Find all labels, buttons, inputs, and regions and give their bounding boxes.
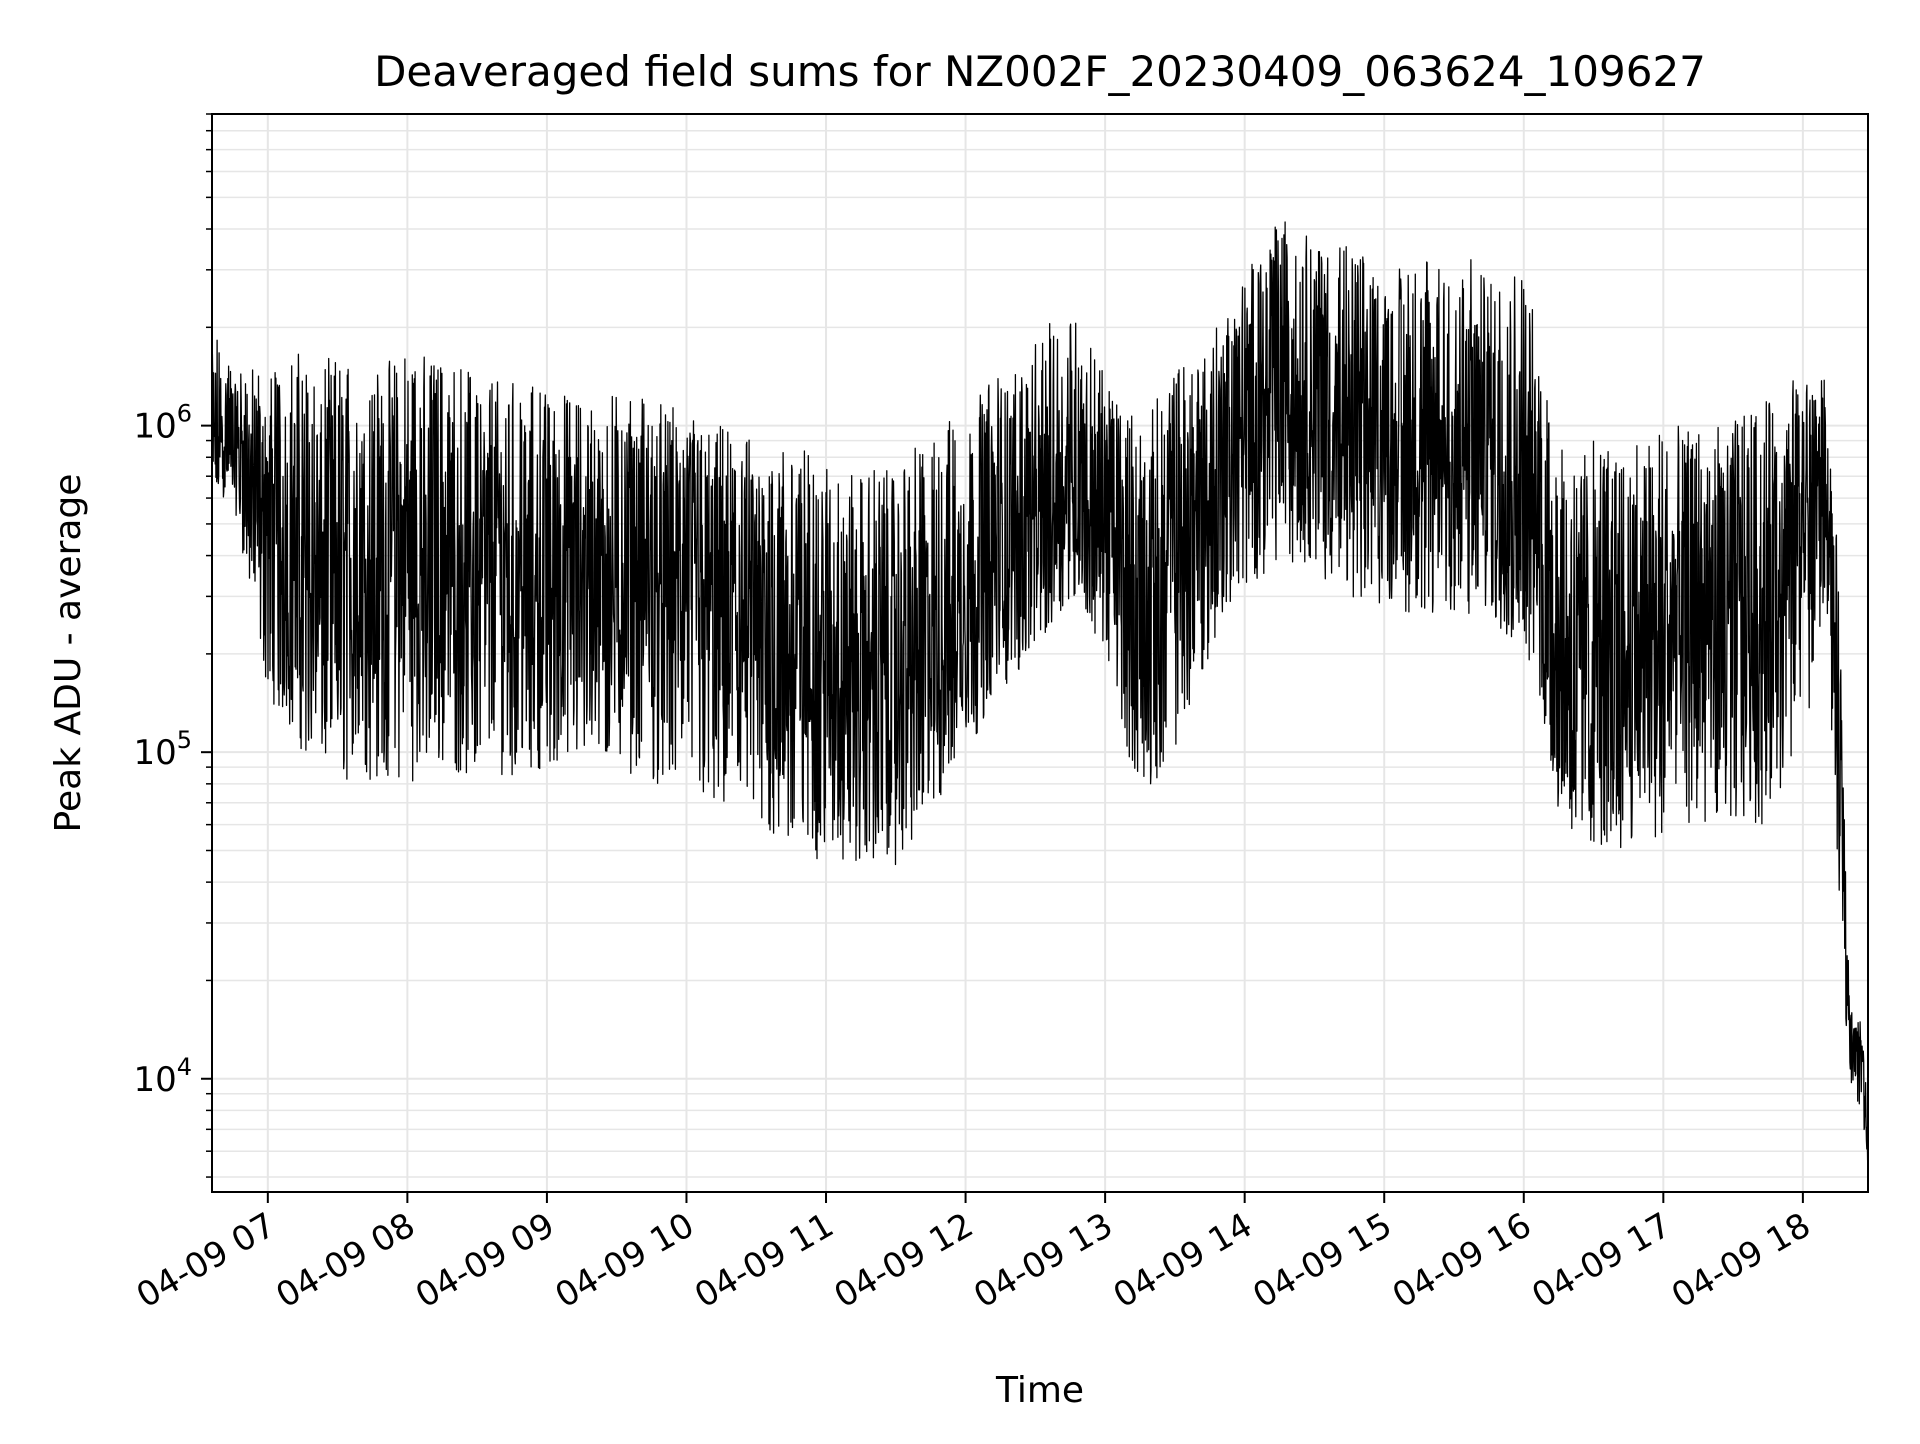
line-layer <box>211 221 1869 1161</box>
series-line <box>211 221 1869 1161</box>
y-tick-label-exponent: 4 <box>177 1053 192 1081</box>
x-axis-label: Time <box>995 1370 1084 1411</box>
y-tick-label-exponent: 6 <box>177 400 192 428</box>
y-tick-label: 105 <box>133 726 192 773</box>
y-tick-label: 106 <box>133 400 192 447</box>
y-tick-label: 104 <box>133 1053 192 1100</box>
y-tick-label-exponent: 5 <box>177 726 192 754</box>
y-tick-label-base: 10 <box>133 733 176 773</box>
plot-frame <box>211 113 1869 1193</box>
y-axis-label: Peak ADU - average <box>48 474 89 833</box>
y-tick-label-base: 10 <box>133 407 176 447</box>
y-tick-label-base: 10 <box>133 1060 176 1100</box>
chart-title: Deaveraged field sums for NZ002F_2023040… <box>374 47 1706 96</box>
